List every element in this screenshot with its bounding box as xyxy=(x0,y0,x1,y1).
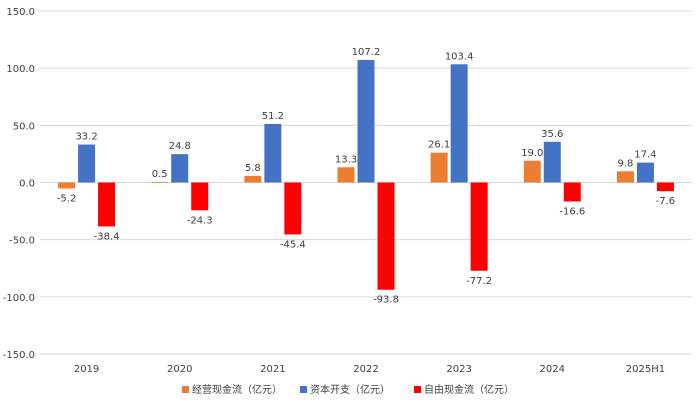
data-label: -77.2 xyxy=(466,276,492,287)
x-tick-label: 2020 xyxy=(167,364,192,375)
bar-2020-series-0 xyxy=(151,181,169,183)
bar-2023-series-0 xyxy=(430,152,448,183)
x-tick-label: 2022 xyxy=(353,364,378,375)
bar-2022-series-2 xyxy=(377,182,395,290)
data-label: -45.4 xyxy=(280,239,306,250)
data-label: 33.2 xyxy=(75,132,97,143)
legend-entry: 自由现金流（亿元） xyxy=(424,383,514,396)
bar-2024-series-2 xyxy=(563,182,581,202)
bar-2021-series-2 xyxy=(284,182,302,235)
data-label: 51.2 xyxy=(262,111,284,122)
data-label: 17.4 xyxy=(634,150,656,161)
legend-entry: 资本开支（亿元） xyxy=(310,383,390,396)
y-tick-label: 100.0 xyxy=(6,64,35,75)
x-axis: 2019 2020 2021 2022 2023 2024 2025H1 xyxy=(74,364,665,375)
y-axis: 150.0 100.0 50.0 0.0 -50.0 -100.0 -150.0 xyxy=(3,7,35,361)
data-label: -38.4 xyxy=(94,231,120,242)
data-label: 103.4 xyxy=(445,51,474,62)
y-tick-label: 50.0 xyxy=(13,121,35,132)
data-label: 13.3 xyxy=(335,154,357,165)
bar-2023-series-1 xyxy=(450,64,468,183)
bar-2019-series-0 xyxy=(58,182,76,189)
bar-2020-series-2 xyxy=(191,182,209,211)
bar-2024-series-0 xyxy=(523,160,541,183)
bar-2019-series-1 xyxy=(78,144,96,183)
x-tick-label: 2021 xyxy=(260,364,285,375)
data-label: -5.2 xyxy=(57,193,77,204)
data-label: 0.5 xyxy=(152,169,168,180)
bar-2021-series-0 xyxy=(244,175,262,183)
bar-2019-series-2 xyxy=(98,182,116,227)
bar-2025H1-series-1 xyxy=(636,162,654,183)
y-tick-label: 0.0 xyxy=(19,179,35,190)
data-label: -93.8 xyxy=(373,295,399,306)
bars xyxy=(58,59,674,290)
y-tick-label: -100.0 xyxy=(3,293,35,304)
data-label: 35.6 xyxy=(541,129,563,140)
data-label: 24.8 xyxy=(169,141,191,152)
bar-2025H1-series-2 xyxy=(656,182,674,192)
data-label: -16.6 xyxy=(559,206,585,217)
data-label: -7.6 xyxy=(656,196,676,207)
bar-2023-series-2 xyxy=(470,182,488,271)
x-tick-label: 2024 xyxy=(540,364,565,375)
legend-entry: 经营现金流（亿元） xyxy=(192,383,282,396)
bar-2020-series-1 xyxy=(171,154,189,183)
y-tick-label: 150.0 xyxy=(6,7,35,18)
x-tick-label: 2025H1 xyxy=(626,364,665,375)
data-label: -24.3 xyxy=(187,215,213,226)
bar-2022-series-0 xyxy=(337,167,355,183)
bar-2021-series-1 xyxy=(264,123,282,183)
bar-2025H1-series-0 xyxy=(616,171,634,183)
data-label: 107.2 xyxy=(352,47,381,58)
data-label: 19.0 xyxy=(521,148,543,159)
y-tick-label: -150.0 xyxy=(3,350,35,361)
bar-2024-series-1 xyxy=(543,141,561,183)
data-labels: -5.2 33.2 -38.4 0.5 24.8 -24.3 5.8 51.2 -45.4 13.… xyxy=(57,47,675,306)
data-label: 9.8 xyxy=(617,158,633,169)
legend-swatch xyxy=(414,386,421,393)
data-label: 5.8 xyxy=(245,163,261,174)
bar-2022-series-1 xyxy=(357,59,375,183)
legend: 经营现金流（亿元） 资本开支（亿元） 自由现金流（亿元） xyxy=(182,383,514,396)
data-label: 26.1 xyxy=(428,140,450,151)
legend-swatch xyxy=(182,386,189,393)
legend-swatch xyxy=(300,386,307,393)
x-tick-label: 2023 xyxy=(446,364,471,375)
y-tick-label: -50.0 xyxy=(9,236,35,247)
x-tick-label: 2019 xyxy=(74,364,99,375)
